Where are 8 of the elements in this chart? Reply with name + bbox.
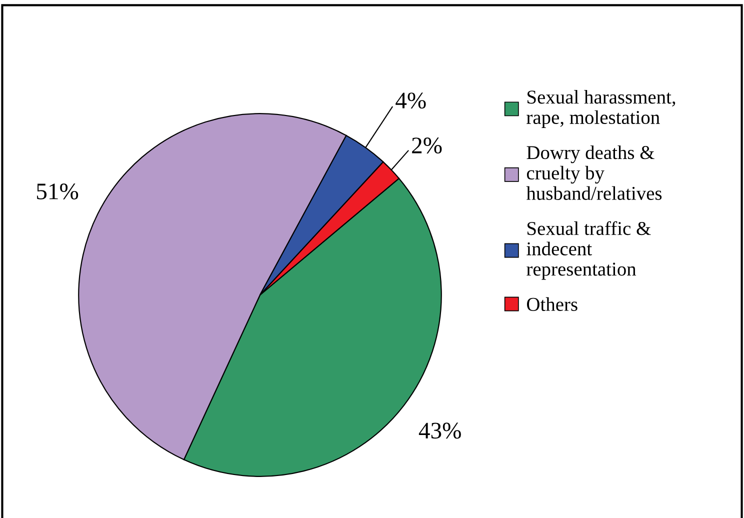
data-label: 51% [37,183,78,200]
data-label: 4% [396,92,426,109]
legend-label: Others [527,297,578,311]
legend-label: Dowry deaths & cruelty by husband/relatives [526,145,662,200]
legend-label: Sexual harassment, rape, molestation [526,90,676,128]
legend-label: Sexual traffic & indecent representation [526,221,651,280]
data-label: 43% [418,422,461,439]
data-label: 2% [412,138,442,154]
